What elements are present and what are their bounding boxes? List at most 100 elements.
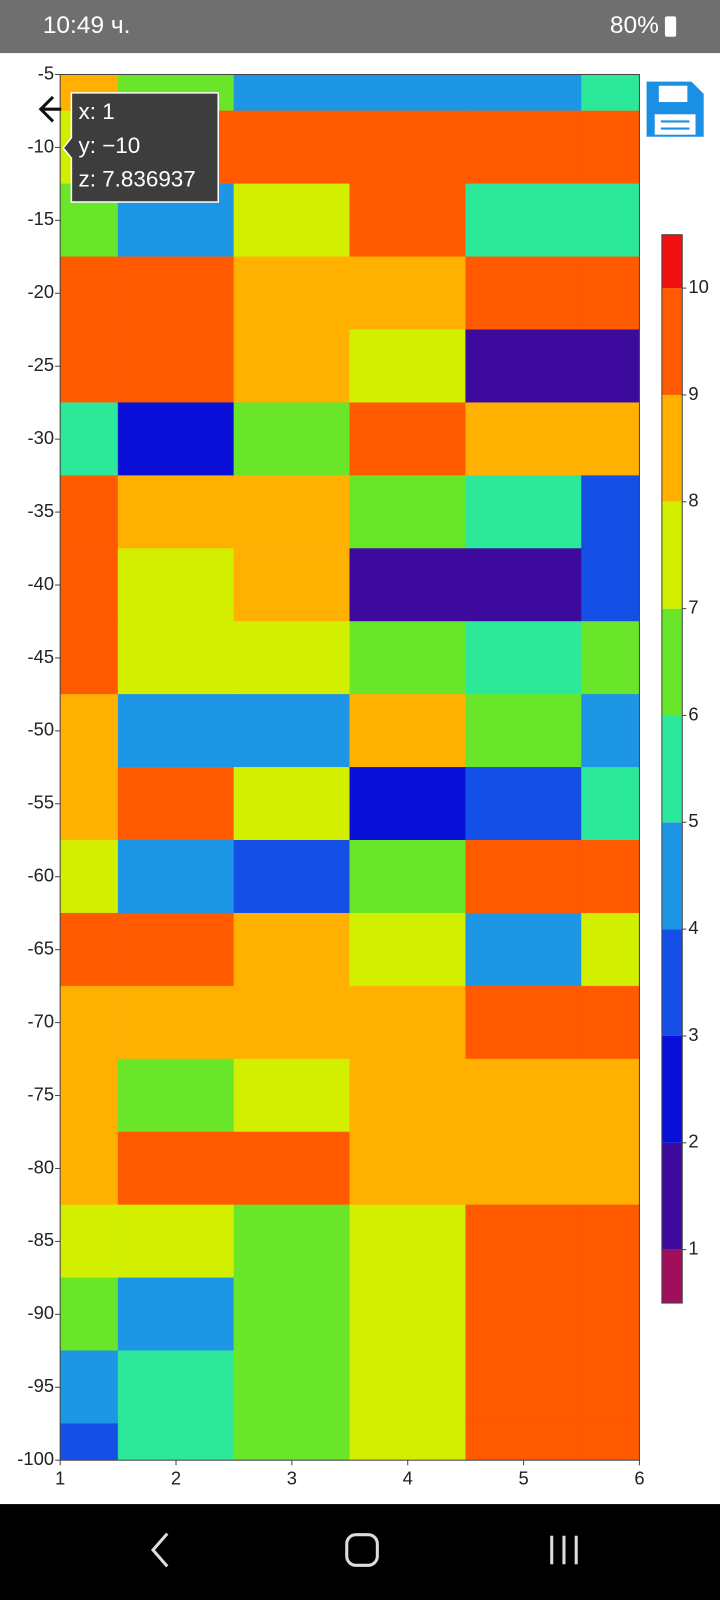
colorbar-tick-label: 1 [688,1237,698,1258]
contour-cell [465,694,582,768]
y-tick-label: -95 [28,1375,55,1396]
colorbar-segment [661,1249,683,1304]
contour-cell [233,183,351,258]
y-tick-label: -40 [28,573,55,594]
back-button[interactable] [38,95,62,123]
contour-cell [465,548,582,622]
contour-cell [465,1277,582,1352]
contour-cell [349,183,466,258]
contour-cell [465,621,582,695]
colorbar-tick-label: 5 [688,810,698,831]
contour-cell [117,985,235,1060]
contour-cell [117,402,235,476]
contour-cell [233,621,351,695]
contour-cell [465,1350,582,1424]
contour-cell [59,329,119,403]
contour-cell [117,1131,235,1206]
x-tick-label: 6 [634,1467,644,1488]
contour-cell [59,912,119,987]
plot [59,74,640,1461]
contour-cell [59,621,119,695]
y-tick-label: -80 [28,1156,55,1177]
contour-cell [59,548,119,622]
y-tick-label: -90 [28,1302,55,1323]
contour-cell [465,256,582,331]
colorbar-tick-label: 2 [688,1131,698,1152]
contour-cell [117,475,235,549]
contour-cell [581,183,640,258]
colorbar-tick-label: 10 [688,276,708,297]
colorbar-tick-label: 4 [688,917,698,938]
contour-cell [117,1277,235,1352]
contour-cell [349,621,466,695]
colorbar-tick-label: 9 [688,383,698,404]
contour-cell [59,402,119,476]
contour-cell [117,1423,235,1461]
contour-cell [117,1350,235,1424]
contour-cell [117,1204,235,1279]
colorbar-segment [661,288,683,395]
contour-cell [349,74,466,112]
contour-cell [465,329,582,403]
colorbar-tick-label: 3 [688,1024,698,1045]
contour-cell [233,1131,351,1206]
contour-cell [117,912,235,987]
tooltip: x: 1 y: −10 z: 7.836937 [62,92,220,203]
nav-bar [0,1504,720,1600]
contour-cell [117,767,235,841]
nav-home[interactable] [345,1533,379,1567]
contour-cell [465,74,582,112]
contour-cell [465,475,582,549]
contour-cell [233,402,351,476]
contour-cell [465,912,582,987]
y-tick-label: -100 [17,1448,54,1469]
y-tick-label: -85 [28,1229,55,1250]
contour-cell [59,1058,119,1133]
contour-cell [581,621,640,695]
contour-cell [233,74,351,112]
contour-cell [349,767,466,841]
colorbar-segment [661,822,683,930]
y-tick-label: -5 [38,62,54,83]
x-tick-label: 1 [55,1467,65,1488]
y-tick-label: -10 [28,135,55,156]
contour-cell [349,985,466,1060]
contour-cell [233,1204,351,1279]
status-battery: 80% [610,12,659,39]
contour-cell [59,985,119,1060]
contour-cell [349,1204,466,1279]
y-tick-label: -70 [28,1010,55,1031]
colorbar-segment [661,608,683,716]
contour-cell [581,767,640,841]
contour-cell [59,475,119,549]
colorbar-segment [661,234,683,289]
status-time: 10:49 ч. [43,12,131,39]
nav-back[interactable] [150,1532,169,1568]
contour-cell [465,110,582,185]
colorbar-segment [661,929,683,1036]
contour-cell [581,110,640,185]
contour-cell [233,1350,351,1424]
y-tick-label: -30 [28,427,55,448]
plot-frame [59,73,640,1461]
y-tick-label: -25 [28,354,55,375]
contour-cell [233,110,351,185]
contour-cell [59,1423,119,1461]
contour-cell [465,183,582,258]
contour-cell [59,1204,119,1279]
contour-cell [59,767,119,841]
nav-recents[interactable] [550,1535,578,1565]
contour-cell [349,1350,466,1424]
contour-cell [349,548,466,622]
contour-cell [117,548,235,622]
colorbar-frame [661,234,683,1304]
contour-cell [233,767,351,841]
save-button[interactable] [646,81,704,137]
contour-cell [59,1350,119,1424]
y-tick-label: -60 [28,865,55,886]
contour-cell [581,1058,640,1133]
contour-cell [59,1277,119,1352]
contour-cell [581,1204,640,1279]
